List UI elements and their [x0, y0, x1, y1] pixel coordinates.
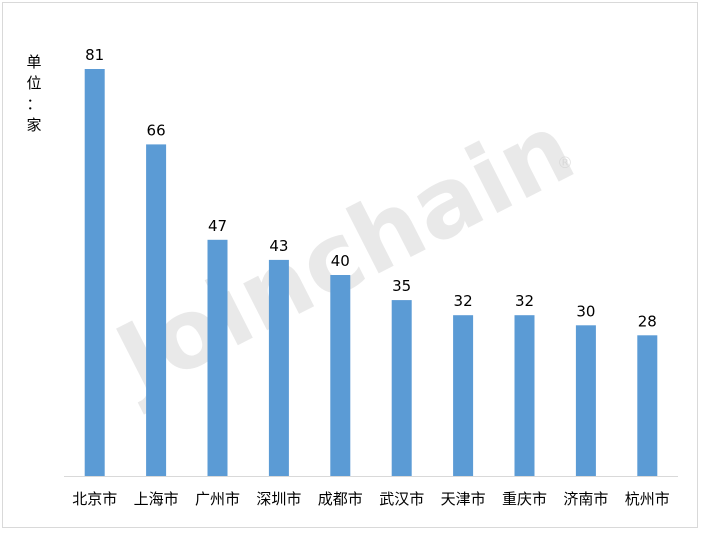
- x-tick-label-7: 天津市: [441, 490, 486, 508]
- x-tick-label-8: 重庆市: [502, 490, 547, 508]
- bar-6: [391, 300, 412, 476]
- bar-5: [330, 275, 351, 476]
- x-tick-label-2: 上海市: [134, 490, 179, 508]
- data-label-4: 43: [269, 237, 288, 255]
- unit-char-2: 位: [26, 74, 42, 92]
- data-label-10: 28: [638, 312, 657, 330]
- bars-group: [84, 69, 658, 476]
- bar-9: [575, 325, 596, 476]
- bar-2: [146, 144, 167, 476]
- data-label-1: 81: [85, 46, 104, 64]
- unit-char-3: ：: [26, 95, 42, 113]
- data-label-7: 32: [454, 292, 473, 310]
- data-label-5: 40: [331, 252, 350, 270]
- x-tick-labels-group: 北京市 上海市 广州市 深圳市 成都市 武汉市 天津市 重庆市 济南市 杭州市: [72, 490, 670, 508]
- data-label-6: 35: [392, 277, 411, 295]
- bar-4: [268, 259, 289, 476]
- x-tick-label-4: 深圳市: [256, 490, 301, 508]
- unit-char-1: 单: [26, 53, 42, 71]
- bar-7: [453, 315, 474, 476]
- bar-8: [514, 315, 535, 476]
- bar-10: [637, 335, 658, 476]
- unit-char-4: 家: [26, 116, 42, 134]
- x-tick-label-6: 武汉市: [379, 490, 424, 508]
- bar-1: [84, 69, 105, 476]
- x-tick-label-5: 成都市: [318, 490, 363, 508]
- data-label-8: 32: [515, 292, 534, 310]
- watermark-registered-mark: ®: [557, 153, 573, 172]
- data-label-3: 47: [208, 217, 227, 235]
- x-tick-label-3: 广州市: [195, 490, 240, 508]
- x-tick-label-9: 济南市: [563, 490, 608, 508]
- y-axis-unit-label: 单 位 ： 家: [24, 52, 44, 136]
- data-label-9: 30: [576, 302, 595, 320]
- x-tick-label-10: 杭州市: [625, 490, 670, 508]
- data-labels-group: 81 66 47 43 40 35 32 32 30 28: [85, 46, 657, 330]
- x-tick-label-1: 北京市: [72, 490, 117, 508]
- bar-3: [207, 239, 228, 476]
- data-label-2: 66: [147, 121, 166, 139]
